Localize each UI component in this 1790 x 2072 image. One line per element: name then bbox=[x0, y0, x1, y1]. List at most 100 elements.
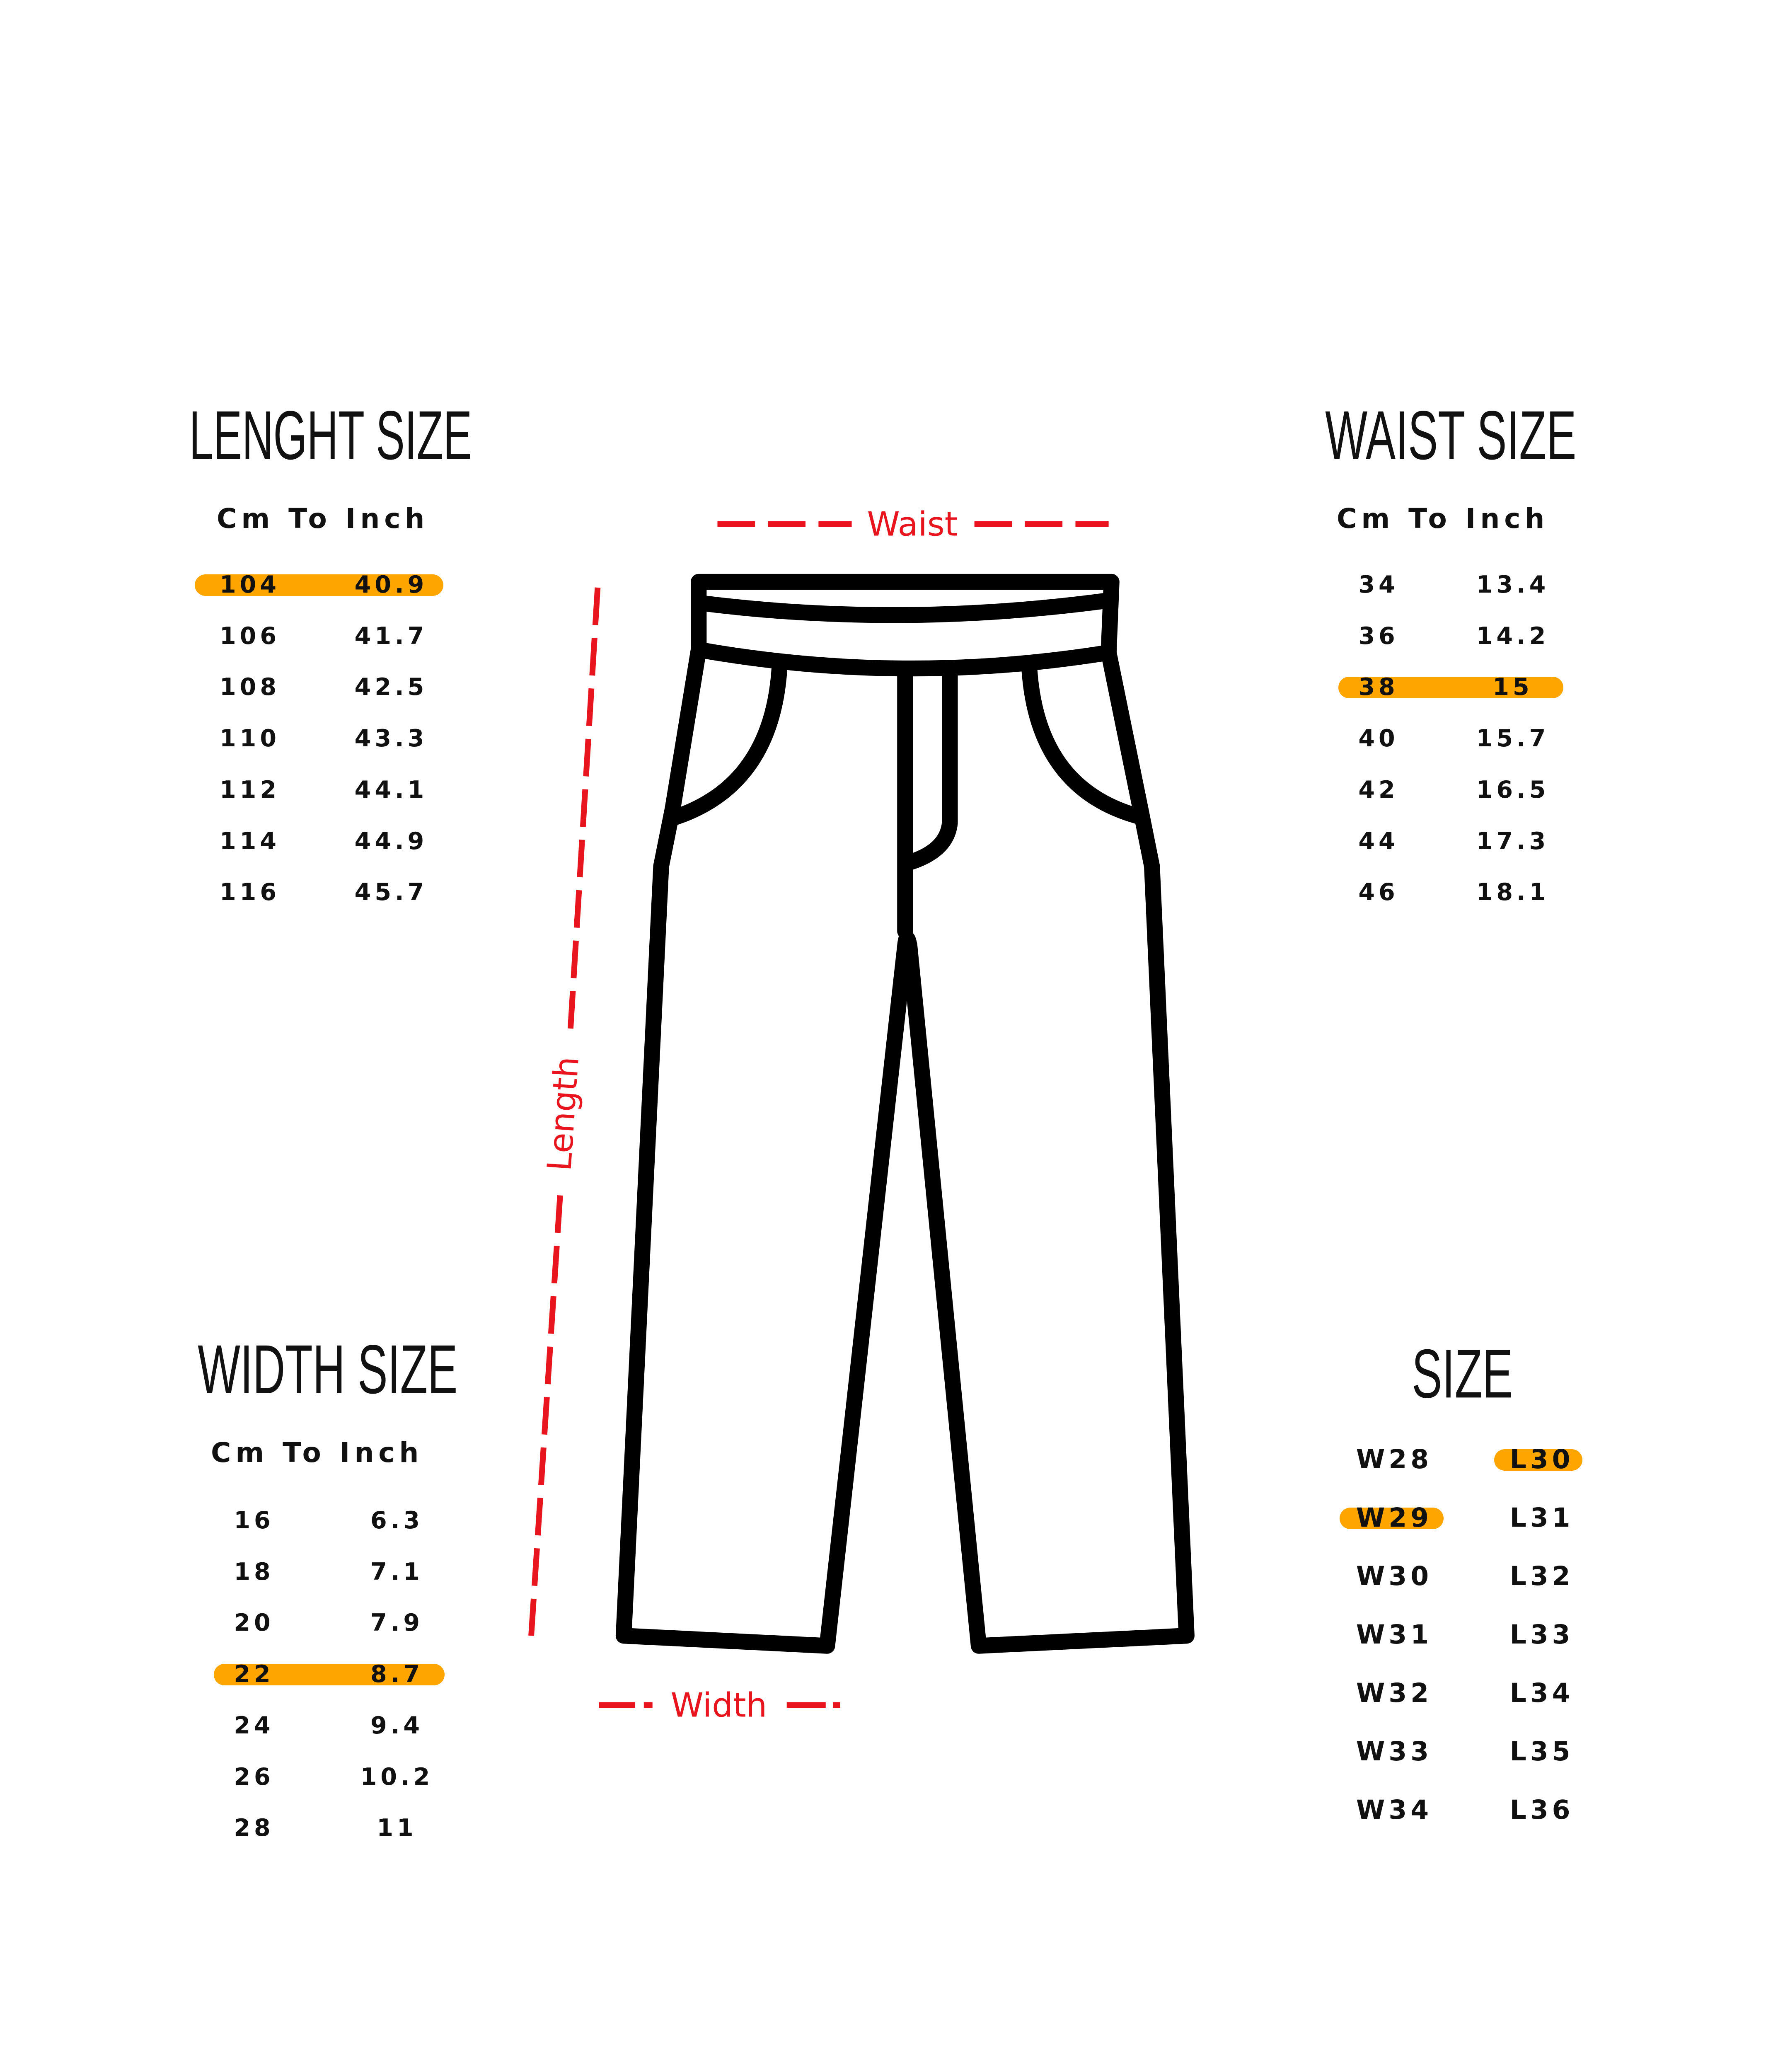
length-size: L31 bbox=[1509, 1503, 1574, 1533]
inch-value: 44.9 bbox=[354, 827, 428, 855]
waist-size: W33 bbox=[1356, 1736, 1433, 1767]
table-row: 104 40.9 bbox=[0, 570, 1790, 599]
length-label: Length bbox=[540, 1055, 586, 1172]
cm-value: 28 bbox=[234, 1814, 274, 1842]
length-size: L33 bbox=[1509, 1619, 1574, 1650]
cm-value: 110 bbox=[220, 725, 280, 753]
right-pocket bbox=[1021, 659, 1144, 824]
inch-value: 15 bbox=[1492, 673, 1533, 701]
table-row: W29 L31 bbox=[0, 1503, 1790, 1532]
waist-size: W31 bbox=[1356, 1619, 1433, 1650]
inch-value: 15.7 bbox=[1476, 725, 1550, 753]
fly-flap bbox=[898, 663, 958, 871]
waist-size-subtitle: Cm To Inch bbox=[1337, 503, 1549, 535]
table-row: 44 17.3 bbox=[0, 827, 1790, 856]
inch-value: 42.5 bbox=[354, 673, 428, 701]
highlight-marker bbox=[1494, 1449, 1582, 1471]
inch-value: 6.3 bbox=[370, 1507, 423, 1534]
inch-value: 18.1 bbox=[1476, 879, 1550, 906]
table-row: W31 L33 bbox=[0, 1620, 1790, 1649]
width-size-title: WIDTH SIZE bbox=[198, 1331, 457, 1408]
cm-value: 20 bbox=[234, 1609, 274, 1637]
inch-value: 9.4 bbox=[370, 1711, 423, 1739]
cm-value: 46 bbox=[1358, 879, 1399, 906]
pants-diagram: LENGHT SIZE WAIST SIZE WIDTH SIZE SIZE bbox=[189, 397, 1576, 1724]
left-pocket bbox=[663, 659, 788, 827]
cm-value: 116 bbox=[220, 879, 280, 906]
table-row: 46 18.1 bbox=[0, 878, 1790, 907]
cm-value: 18 bbox=[234, 1558, 274, 1585]
cm-value: 108 bbox=[220, 673, 280, 701]
cm-value: 104 bbox=[220, 571, 280, 598]
waist-size: W29 bbox=[1356, 1503, 1433, 1533]
highlight-marker bbox=[1338, 677, 1563, 699]
table-row: 34 13.4 bbox=[0, 570, 1790, 599]
length-measure-line-top bbox=[567, 587, 601, 1034]
inch-value: 10.2 bbox=[360, 1763, 434, 1791]
length-size: L35 bbox=[1509, 1736, 1574, 1767]
table-row: 116 45.7 bbox=[0, 878, 1790, 907]
table-row: 22 8.7 bbox=[0, 1660, 1790, 1689]
inch-value: 7.1 bbox=[370, 1558, 423, 1585]
table-row: 114 44.9 bbox=[0, 827, 1790, 856]
length-size: L32 bbox=[1509, 1561, 1574, 1591]
table-row: W30 L32 bbox=[0, 1562, 1790, 1591]
length-size-subtitle: Cm To Inch bbox=[217, 503, 429, 535]
inch-value: 43.3 bbox=[354, 725, 428, 753]
table-row: 36 14.2 bbox=[0, 622, 1790, 651]
cm-value: 26 bbox=[234, 1763, 274, 1791]
table-row: 42 16.5 bbox=[0, 775, 1790, 804]
table-row: 16 6.3 bbox=[0, 1506, 1790, 1535]
inch-value: 40.9 bbox=[354, 571, 428, 598]
width-size-subtitle: Cm To Inch bbox=[211, 1437, 423, 1469]
table-row: W33 L35 bbox=[0, 1737, 1790, 1766]
table-row: 106 41.7 bbox=[0, 622, 1790, 651]
highlight-marker bbox=[1340, 1508, 1444, 1529]
cm-value: 40 bbox=[1358, 725, 1399, 753]
inch-value: 17.3 bbox=[1476, 827, 1550, 855]
cm-value: 44 bbox=[1358, 827, 1399, 855]
cm-value: 34 bbox=[1358, 571, 1399, 598]
pants-icon bbox=[615, 574, 1195, 1654]
table-row: W34 L36 bbox=[0, 1796, 1790, 1825]
waist-size-title: WAIST SIZE bbox=[1325, 397, 1576, 474]
table-row: W32 L34 bbox=[0, 1679, 1790, 1708]
waist-label: Waist bbox=[867, 505, 958, 544]
size-title: SIZE bbox=[1412, 1335, 1513, 1412]
highlight-marker bbox=[195, 574, 443, 596]
cm-value: 22 bbox=[234, 1661, 274, 1688]
table-row: 28 11 bbox=[0, 1813, 1790, 1842]
highlight-marker bbox=[214, 1664, 445, 1686]
cm-value: 16 bbox=[234, 1507, 274, 1534]
inch-value: 16.5 bbox=[1476, 776, 1550, 804]
inch-value: 45.7 bbox=[354, 879, 428, 906]
length-size-title: LENGHT SIZE bbox=[189, 397, 472, 474]
table-row: 110 43.3 bbox=[0, 724, 1790, 753]
inch-value: 7.9 bbox=[370, 1609, 423, 1637]
waist-size: W34 bbox=[1356, 1795, 1433, 1825]
waistband-inner-line bbox=[696, 593, 1115, 623]
cm-value: 112 bbox=[220, 776, 280, 804]
inch-value: 11 bbox=[377, 1814, 417, 1842]
length-size: L30 bbox=[1509, 1444, 1574, 1474]
table-row: 26 10.2 bbox=[0, 1762, 1790, 1791]
cm-value: 114 bbox=[220, 827, 280, 855]
inch-value: 14.2 bbox=[1476, 622, 1550, 650]
table-row: 20 7.9 bbox=[0, 1608, 1790, 1637]
length-measure-line-bottom bbox=[528, 1195, 563, 1636]
table-row: 108 42.5 bbox=[0, 673, 1790, 702]
table-row: W28 L30 bbox=[0, 1445, 1790, 1474]
cm-value: 38 bbox=[1358, 673, 1399, 701]
cm-value: 42 bbox=[1358, 776, 1399, 804]
inch-value: 8.7 bbox=[370, 1661, 423, 1688]
inch-value: 44.1 bbox=[354, 776, 428, 804]
waist-size: W30 bbox=[1356, 1561, 1433, 1591]
table-row: 38 15 bbox=[0, 673, 1790, 702]
table-row: 112 44.1 bbox=[0, 775, 1790, 804]
table-row: 40 15.7 bbox=[0, 724, 1790, 753]
length-size: L36 bbox=[1509, 1795, 1574, 1825]
cm-value: 24 bbox=[234, 1711, 274, 1739]
inch-value: 13.4 bbox=[1476, 571, 1550, 598]
cm-value: 36 bbox=[1358, 622, 1399, 650]
inch-value: 41.7 bbox=[354, 622, 428, 650]
